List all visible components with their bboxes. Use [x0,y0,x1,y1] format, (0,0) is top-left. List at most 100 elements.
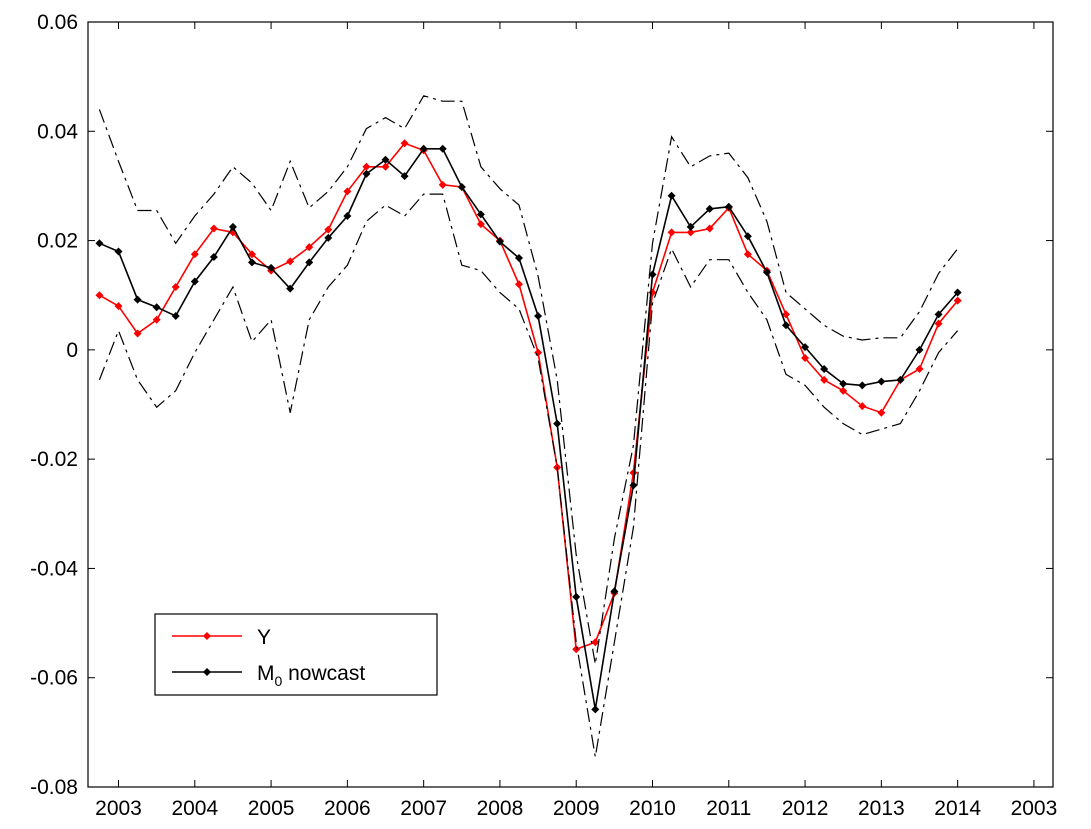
y-tick-label: 0.06 [37,11,78,34]
y-tick-label: -0.02 [30,448,78,471]
point-m0-nowcast [114,247,123,256]
point-y [381,162,390,171]
point-m0-nowcast [286,284,295,293]
point-y [190,250,199,259]
x-tick-label: 2009 [553,797,600,820]
point-y [686,228,695,237]
legend-marker-m0-nowcast [203,668,211,676]
point-m0-nowcast [362,169,371,178]
y-tick-label: 0.04 [37,120,78,143]
point-m0-nowcast [248,258,257,267]
point-m0-nowcast [915,345,924,354]
point-m0-nowcast [457,183,466,192]
point-m0-nowcast [934,310,943,319]
point-m0-nowcast [572,592,581,601]
legend-label-subscript: 0 [275,673,283,689]
point-m0-nowcast [171,311,180,320]
point-m0-nowcast [667,191,676,200]
point-m0-nowcast [724,202,733,211]
point-y [438,180,447,189]
y-tick-label: 0 [66,339,78,362]
point-y [591,638,600,647]
legend-label-m: M [257,662,275,685]
point-y [801,354,810,363]
point-m0-nowcast [267,263,276,272]
point-y [572,645,581,654]
point-m0-nowcast [610,587,619,596]
point-y [114,302,123,311]
point-y [209,224,218,233]
y-tick-label: -0.08 [30,776,78,799]
x-tick-label: 2008 [477,797,524,820]
point-m0-nowcast [515,254,524,263]
point-m0-nowcast [858,381,867,390]
legend-box [154,613,438,696]
point-m0-nowcast [705,204,714,213]
x-tick-label: 2003 [95,797,142,820]
x-tick-label: 2006 [324,797,371,820]
point-m0-nowcast [381,155,390,164]
point-m0-nowcast [743,232,752,241]
point-y [324,225,333,234]
point-m0-nowcast [877,377,886,386]
point-y [362,162,371,171]
point-y [171,283,180,292]
x-tick-label: 2004 [171,797,218,820]
legend-label-y: Y [257,626,271,649]
point-m0-nowcast [762,268,771,277]
point-y [934,319,943,328]
series-line-m0-nowcast [99,148,959,710]
point-y [534,348,543,357]
x-tick-label: 2005 [248,797,295,820]
point-y [95,291,104,300]
point-y [820,375,829,384]
point-m0-nowcast [343,211,352,220]
point-y [667,228,676,237]
plot-layer [95,95,962,757]
legend-entry-m0-nowcast: M0 nowcast [172,662,365,689]
legend-marker-y [203,632,211,640]
point-m0-nowcast [133,295,142,304]
point-y [839,386,848,395]
axes-layer: -0.08 -0.06 -0.04 -0.02 0 0.02 0.04 0.06 2003 200… [30,11,1057,820]
point-y [248,250,257,259]
legend-label-suffix: nowcast [282,662,365,685]
point-m0-nowcast [953,288,962,297]
point-y [877,408,886,417]
point-m0-nowcast [324,233,333,242]
point-m0-nowcast [820,364,829,373]
point-m0-nowcast [534,311,543,320]
point-m0-nowcast [209,252,218,261]
series-line-band-2 [98,95,959,665]
point-m0-nowcast [591,705,600,714]
point-y [858,402,867,411]
point-m0-nowcast [438,144,447,153]
x-tick-label: 2003 [1011,797,1058,820]
x-tick-label: 2014 [934,797,981,820]
point-y [743,250,752,259]
plot-area-frame [87,21,1054,788]
point-m0-nowcast [400,172,409,181]
point-m0-nowcast [801,343,810,352]
legend: Y M0 nowcast [154,613,438,696]
legend-entry-y: Y [172,626,271,649]
series-m0-nowcast [95,144,962,714]
point-m0-nowcast [495,237,504,246]
point-y [133,329,142,338]
point-y [400,139,409,148]
point-y [515,280,524,289]
x-tick-label: 2012 [782,797,829,820]
point-y [286,257,295,266]
point-m0-nowcast [629,481,638,490]
point-y [343,187,352,196]
x-tick-label: 2011 [706,797,751,820]
point-m0-nowcast [553,419,562,428]
point-m0-nowcast [686,222,695,231]
y-tick-label: -0.06 [30,667,78,690]
legend-label-m0-nowcast: M0 nowcast [257,662,365,689]
point-m0-nowcast [896,375,905,384]
point-m0-nowcast [839,379,848,388]
x-tick-label: 2007 [400,797,447,820]
